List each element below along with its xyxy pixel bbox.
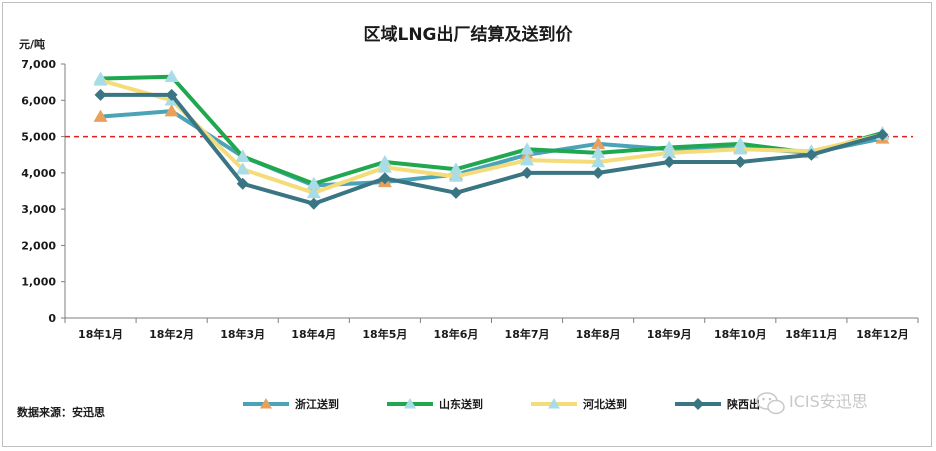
x-tick-label: 18年8月 <box>576 327 621 341</box>
x-tick-label: 18年3月 <box>220 327 265 341</box>
axes: 0 1,000 2,000 3,000 4,000 5,000 6,000 7,000 18年1… <box>21 58 919 341</box>
data-point-marker <box>260 398 272 409</box>
data-point-marker <box>548 398 560 409</box>
data-point-marker <box>449 186 462 199</box>
x-tick-label: 18年7月 <box>505 327 550 341</box>
watermark: ICIS安迅思 <box>756 392 868 415</box>
y-tick-label: 2,000 <box>21 239 56 252</box>
data-point-marker <box>235 149 250 162</box>
chart: 区域LNG出厂结算及送到价 元/吨 0 1,000 2,000 3,000 4,000 5… <box>17 24 919 419</box>
data-point-marker <box>94 88 107 101</box>
data-point-marker <box>876 128 889 141</box>
legend-item-1: 浙江送到 <box>243 397 339 411</box>
data-point-marker <box>591 136 606 150</box>
watermark-text: ICIS安迅思 <box>789 392 868 411</box>
data-point-marker <box>235 162 250 175</box>
y-tick-label: 1,000 <box>21 276 56 289</box>
x-tick-label: 18年6月 <box>433 327 478 341</box>
x-tick-label: 18年5月 <box>362 327 407 341</box>
data-point-marker <box>164 69 179 82</box>
series-line <box>98 74 885 186</box>
data-point-marker <box>165 88 178 101</box>
legend-label: 陕西出 <box>727 397 760 411</box>
source-label: 数据来源：安迅思 <box>17 405 105 419</box>
x-tick-label: 18年11月 <box>785 327 838 341</box>
data-point-marker <box>306 176 321 189</box>
data-point-marker <box>733 142 748 155</box>
data-point-marker <box>164 104 179 117</box>
y-tick-label: 3,000 <box>21 203 56 216</box>
x-tick-label: 18年4月 <box>291 327 336 341</box>
data-point-marker <box>521 166 534 179</box>
data-point-marker <box>377 160 392 173</box>
data-point-marker <box>662 145 677 159</box>
x-tick-label: 18年10月 <box>714 327 767 341</box>
legend-item-4: 陕西出 <box>675 397 760 411</box>
y-tick-label: 6,000 <box>21 94 56 107</box>
data-point-marker <box>591 154 606 168</box>
series-group <box>93 69 890 210</box>
data-point-marker <box>448 169 463 182</box>
y-tick-label: 4,000 <box>21 167 56 180</box>
data-point-marker <box>692 398 704 410</box>
data-point-marker <box>307 197 320 210</box>
data-point-marker <box>805 148 818 161</box>
y-axis-unit-label: 元/吨 <box>19 37 45 51</box>
legend-item-2: 山东送到 <box>387 397 483 411</box>
series-line <box>98 92 885 206</box>
series-2 <box>93 69 890 189</box>
x-tick-label: 18年1月 <box>78 327 123 341</box>
legend-label: 山东送到 <box>439 397 483 411</box>
data-point-marker <box>93 73 108 86</box>
data-point-marker <box>520 142 535 155</box>
series-line <box>98 78 885 195</box>
data-point-marker <box>448 162 463 175</box>
data-point-marker <box>520 153 535 166</box>
data-point-marker <box>378 172 391 185</box>
legend-label: 河北送到 <box>583 397 627 411</box>
data-point-marker <box>663 155 676 168</box>
y-tick-label: 0 <box>48 312 56 325</box>
legend: 浙江送到 山东送到 河北送到 陕西出 <box>243 397 760 411</box>
data-point-marker <box>734 155 747 168</box>
chart-title: 区域LNG出厂结算及送到价 <box>363 24 573 45</box>
x-tick-label: 18年9月 <box>647 327 692 341</box>
legend-label: 浙江送到 <box>295 397 339 411</box>
data-point-marker <box>236 177 249 190</box>
data-point-marker <box>592 166 605 179</box>
series-4 <box>94 88 889 210</box>
data-point-marker <box>404 398 416 409</box>
data-point-marker <box>306 185 321 199</box>
wechat-icon <box>756 392 785 415</box>
x-tick-label: 18年2月 <box>149 327 194 341</box>
y-tick-label: 7,000 <box>21 58 56 71</box>
data-point-marker <box>93 109 108 122</box>
y-tick-label: 5,000 <box>21 131 56 144</box>
data-point-marker <box>591 145 606 159</box>
x-tick-label: 18年12月 <box>856 327 909 341</box>
legend-item-3: 河北送到 <box>531 397 627 411</box>
